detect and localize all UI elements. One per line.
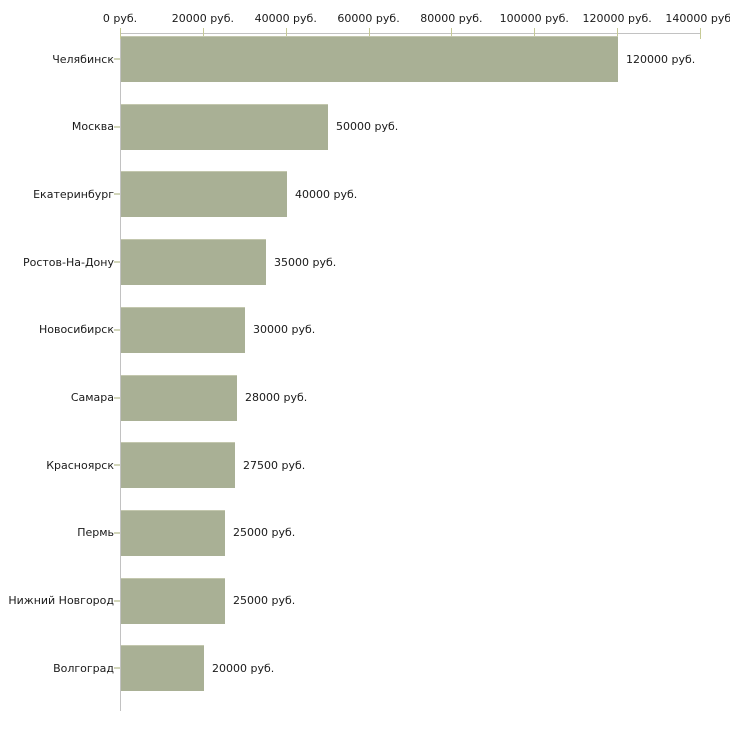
bar bbox=[121, 239, 266, 286]
category-tick-mark bbox=[114, 464, 120, 467]
bar-row: Новосибирск 30000 руб. bbox=[0, 306, 730, 353]
bar bbox=[121, 374, 237, 421]
x-axis-line bbox=[120, 33, 701, 34]
category-tick-mark bbox=[114, 328, 120, 331]
category-tick-mark bbox=[114, 667, 120, 670]
x-axis-tick-mark bbox=[368, 28, 370, 39]
x-axis-tick-label: 140000 руб. bbox=[665, 12, 730, 25]
x-axis-tick-label: 80000 руб. bbox=[420, 12, 483, 25]
bar bbox=[121, 645, 204, 692]
bar bbox=[121, 171, 287, 218]
category-label: Москва bbox=[71, 120, 114, 134]
bar-row: Самара 28000 руб. bbox=[0, 374, 730, 421]
bar-row: Челябинск 120000 руб. bbox=[0, 36, 730, 82]
bar-value-label: 30000 руб. bbox=[253, 323, 316, 337]
category-label: Самара bbox=[70, 391, 114, 404]
bar-row: Волгоград 20000 руб. bbox=[0, 645, 730, 692]
category-tick-mark bbox=[114, 193, 120, 196]
x-axis-tick-mark bbox=[617, 28, 619, 39]
bar-value-label: 50000 руб. bbox=[336, 120, 399, 134]
category-label: Новосибирск bbox=[38, 323, 114, 337]
x-axis-tick-label: 120000 руб. bbox=[582, 12, 652, 25]
category-tick-mark bbox=[114, 261, 120, 264]
category-label: Нижний Новгород bbox=[8, 594, 114, 608]
bar-value-label: 40000 руб. bbox=[295, 187, 358, 201]
category-label: Волгоград bbox=[53, 661, 114, 675]
category-tick-mark bbox=[114, 396, 120, 399]
bar-value-label: 28000 руб. bbox=[245, 391, 308, 404]
bar bbox=[121, 36, 618, 82]
bar-value-label: 27500 руб. bbox=[243, 458, 306, 472]
bar bbox=[121, 509, 225, 556]
x-axis-tick-label: 100000 руб. bbox=[499, 12, 569, 25]
category-tick-mark bbox=[114, 125, 120, 128]
x-axis-tick-label: 60000 руб. bbox=[337, 12, 400, 25]
x-axis-tick-label: 0 руб. bbox=[102, 12, 138, 25]
category-label: Челябинск bbox=[52, 52, 114, 66]
bar-row: Екатеринбург 40000 руб. bbox=[0, 171, 730, 218]
category-label: Красноярск bbox=[46, 458, 114, 472]
bar-value-label: 120000 руб. bbox=[626, 52, 696, 66]
x-axis-tick-mark bbox=[285, 28, 287, 39]
category-tick-mark bbox=[114, 599, 120, 602]
x-axis-tick-mark bbox=[700, 28, 701, 39]
x-axis-tick-mark bbox=[202, 28, 204, 39]
bar-value-label: 35000 руб. bbox=[274, 255, 337, 269]
category-tick-mark bbox=[114, 58, 120, 60]
bar bbox=[121, 103, 328, 150]
category-label: Екатеринбург bbox=[33, 187, 114, 201]
y-axis-line bbox=[120, 33, 121, 711]
bar-value-label: 25000 руб. bbox=[233, 594, 296, 608]
category-label: Ростов-На-Дону bbox=[22, 255, 114, 269]
bar-value-label: 25000 руб. bbox=[233, 526, 296, 540]
x-axis-tick-label: 40000 руб. bbox=[254, 12, 317, 25]
bar-row: Москва 50000 руб. bbox=[0, 103, 730, 150]
x-axis-tick-label: 20000 руб. bbox=[171, 12, 234, 25]
bar bbox=[121, 442, 235, 489]
bar-row: Пермь 25000 руб. bbox=[0, 509, 730, 556]
bar-row: Нижний Новгород 25000 руб. bbox=[0, 577, 730, 624]
x-axis-tick-mark bbox=[120, 28, 121, 39]
category-tick-mark bbox=[114, 531, 120, 534]
bar-row: Ростов-На-Дону 35000 руб. bbox=[0, 239, 730, 286]
category-label: Пермь bbox=[77, 526, 114, 540]
bar bbox=[121, 577, 225, 624]
bar-value-label: 20000 руб. bbox=[212, 661, 275, 675]
bar-row: Красноярск 27500 руб. bbox=[0, 442, 730, 489]
x-axis-tick-mark bbox=[534, 28, 536, 39]
bar bbox=[121, 306, 245, 353]
x-axis-tick-mark bbox=[451, 28, 453, 39]
